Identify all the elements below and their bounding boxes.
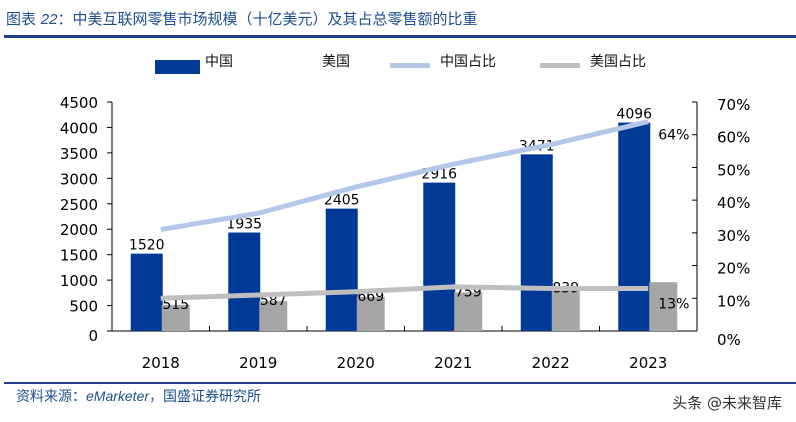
watermark: 头条 @未来智库 <box>672 394 782 412</box>
right-tick-label: 20% <box>717 260 750 278</box>
bar-us <box>454 292 483 331</box>
bar-us <box>161 304 190 331</box>
x-tick-label: 2021 <box>434 354 472 372</box>
source-divider <box>4 382 796 384</box>
line-label: 64% <box>658 128 689 144</box>
legend-label-3: 美国占比 <box>590 54 646 70</box>
title-divider <box>4 35 796 38</box>
source-suffix: ，国盛证券研究所 <box>149 389 262 405</box>
source-note: 资料来源：eMarketer，国盛证券研究所 <box>16 386 261 406</box>
bar-china <box>618 122 651 331</box>
right-tick-label: 0% <box>717 331 741 349</box>
right-tick-label: 70% <box>717 96 750 114</box>
line-us-share <box>160 284 649 301</box>
legend-swatch-3 <box>540 63 580 68</box>
bar-us <box>649 282 678 331</box>
left-tick-label: 1000 <box>60 272 98 290</box>
left-tick-label: 1500 <box>60 247 98 265</box>
x-tick-label: 2022 <box>532 354 570 372</box>
left-tick-label: 3500 <box>60 145 98 163</box>
bar-us <box>551 288 580 331</box>
x-tick-label: 2023 <box>629 354 667 372</box>
right-tick-label: 10% <box>717 292 750 310</box>
chart-title: 图表 22：中美互联网零售市场规模（十亿美元）及其占总零售额的比重 <box>6 8 477 29</box>
legend-swatch-2 <box>390 63 430 68</box>
title-text: ：中美互联网零售市场规模（十亿美元）及其占总零售额的比重 <box>57 10 478 28</box>
legend-label-0: 中国 <box>205 54 233 70</box>
right-tick-label: 40% <box>717 194 750 212</box>
bar-china <box>228 232 261 331</box>
x-tick-label: 2019 <box>239 354 277 372</box>
legend-label-2: 中国占比 <box>440 54 496 70</box>
source-prefix: 资料来源： <box>16 389 86 405</box>
left-tick-label: 2500 <box>60 196 98 214</box>
bar-us <box>259 301 288 331</box>
right-tick-label: 30% <box>717 227 750 245</box>
bar-china <box>130 253 163 331</box>
bar-label: 4096 <box>616 107 652 123</box>
line-china-share <box>160 119 649 233</box>
bar-us <box>356 296 385 331</box>
bar-label: 2405 <box>324 193 360 209</box>
legend-label-1: 美国 <box>322 54 350 70</box>
left-tick-label: 2000 <box>60 221 98 239</box>
source-brand: eMarketer <box>86 388 150 404</box>
left-tick-label: 0 <box>88 327 98 345</box>
left-tick-label: 4500 <box>60 94 98 112</box>
bar-label: 515 <box>162 297 189 313</box>
bar-label: 1935 <box>226 217 262 233</box>
title-prefix: 图表 <box>6 10 41 28</box>
bar-china <box>423 182 456 331</box>
x-tick-label: 2018 <box>142 354 180 372</box>
right-tick-label: 60% <box>717 129 750 147</box>
left-tick-label: 3000 <box>60 170 98 188</box>
line-label: 13% <box>658 296 689 312</box>
left-tick-label: 500 <box>69 298 98 316</box>
title-number: 22 <box>40 11 58 28</box>
bar-china <box>520 154 553 331</box>
right-tick-label: 50% <box>717 161 750 179</box>
x-tick-label: 2020 <box>337 354 375 372</box>
left-tick-label: 4000 <box>60 119 98 137</box>
bar-label: 1520 <box>129 238 165 254</box>
legend-swatch-0 <box>155 60 200 74</box>
bar-china <box>325 208 358 331</box>
